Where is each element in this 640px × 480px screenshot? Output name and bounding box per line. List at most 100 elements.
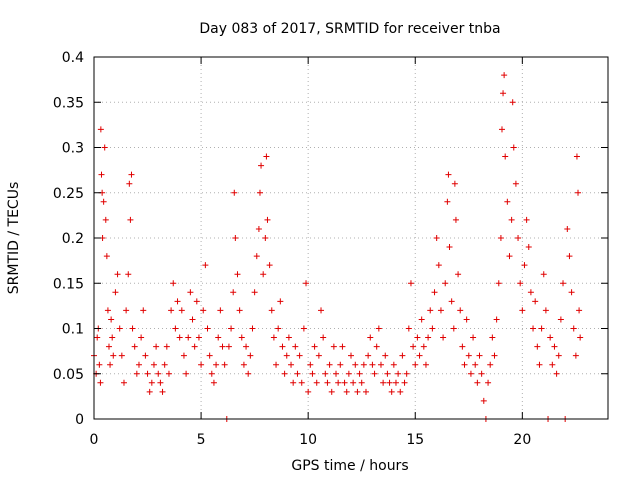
data-point — [445, 171, 452, 178]
data-point — [356, 370, 363, 377]
data-point — [120, 379, 127, 386]
data-point — [452, 216, 459, 223]
data-point — [200, 307, 207, 314]
data-point — [399, 352, 406, 359]
data-point — [288, 361, 295, 368]
x-tick-label: 10 — [299, 432, 317, 448]
data-point — [107, 361, 114, 368]
data-point — [178, 307, 185, 314]
data-point — [446, 244, 453, 251]
data-point — [219, 343, 226, 350]
data-point — [384, 370, 391, 377]
data-point — [108, 316, 115, 323]
data-point — [509, 99, 516, 106]
data-point — [534, 343, 541, 350]
data-point — [538, 325, 545, 332]
data-point — [527, 289, 534, 296]
data-point — [480, 397, 487, 404]
data-point — [352, 361, 359, 368]
data-point — [273, 361, 280, 368]
data-point — [146, 388, 153, 395]
data-point — [501, 72, 508, 79]
data-point — [231, 189, 238, 196]
data-point — [170, 280, 177, 287]
data-point — [476, 352, 483, 359]
data-point — [330, 343, 337, 350]
data-point — [461, 361, 468, 368]
data-point — [262, 235, 269, 241]
data-point — [326, 361, 333, 368]
x-tick-label: 0 — [90, 432, 99, 448]
data-point — [512, 180, 519, 187]
data-point — [104, 307, 111, 314]
data-point — [566, 253, 573, 260]
data-point — [292, 343, 299, 350]
data-point — [530, 325, 537, 332]
data-point — [506, 253, 513, 260]
data-point — [416, 352, 423, 359]
data-point — [485, 379, 492, 386]
data-points — [91, 72, 584, 422]
data-point — [320, 334, 327, 341]
data-point — [98, 171, 105, 178]
data-point — [373, 343, 380, 350]
data-point — [174, 298, 181, 305]
data-point — [418, 316, 425, 323]
data-point — [112, 289, 119, 296]
data-point — [467, 370, 474, 377]
data-point — [118, 352, 125, 359]
data-point — [217, 307, 224, 314]
data-point — [343, 388, 350, 395]
data-point — [172, 325, 179, 332]
data-point — [268, 307, 275, 314]
data-point — [150, 361, 157, 368]
data-point — [131, 343, 138, 350]
data-point — [470, 334, 477, 341]
data-point — [333, 370, 340, 377]
data-point — [195, 334, 202, 341]
data-point — [493, 316, 500, 323]
data-point — [339, 343, 346, 350]
data-point — [264, 216, 271, 223]
data-point — [523, 216, 530, 223]
data-point — [500, 90, 507, 97]
data-point — [315, 352, 322, 359]
y-tick-label: 0.3 — [62, 141, 84, 157]
data-point — [576, 307, 583, 314]
data-point — [129, 325, 136, 332]
data-point — [519, 307, 526, 314]
data-point — [135, 361, 142, 368]
data-point — [573, 153, 580, 160]
data-point — [228, 325, 235, 332]
data-point — [127, 216, 134, 223]
data-point — [243, 343, 250, 350]
data-point — [431, 289, 438, 296]
data-point — [350, 379, 357, 386]
data-point — [382, 352, 389, 359]
data-point — [240, 361, 247, 368]
data-point — [313, 379, 320, 386]
data-point — [324, 379, 331, 386]
data-point — [279, 343, 286, 350]
data-point — [495, 280, 502, 287]
y-tick-label: 0.25 — [53, 186, 84, 202]
data-point — [450, 325, 457, 332]
data-point — [125, 271, 132, 278]
data-point — [159, 388, 166, 395]
data-point — [97, 379, 104, 386]
data-point — [532, 298, 539, 305]
data-point — [442, 280, 449, 287]
y-tick-label: 0.05 — [53, 367, 84, 383]
data-point — [405, 325, 412, 332]
data-point — [187, 289, 194, 296]
data-point — [300, 325, 307, 332]
data-point — [101, 144, 108, 151]
data-point — [425, 334, 432, 341]
data-point — [168, 307, 175, 314]
data-point — [348, 352, 354, 359]
data-point — [109, 334, 116, 341]
data-point — [403, 370, 410, 377]
data-point — [414, 334, 421, 341]
data-point — [230, 289, 237, 296]
